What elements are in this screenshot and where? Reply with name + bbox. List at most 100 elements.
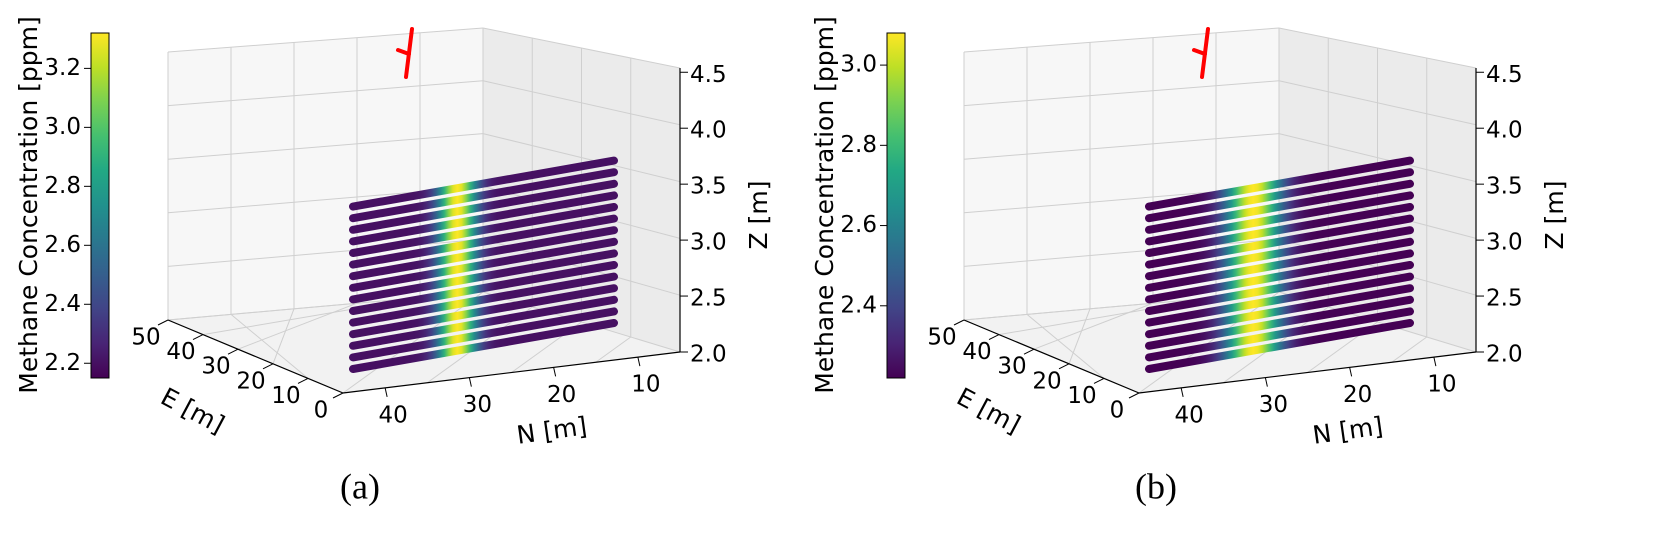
panel-caption: (a): [340, 466, 380, 506]
scan-row: [1145, 284, 1414, 339]
colorbar-tick-label: 3.0: [840, 52, 877, 78]
scan-row: [349, 179, 618, 234]
e-tick: [1128, 392, 1140, 399]
n-axis-label: N [m]: [515, 411, 589, 450]
e-axis-label: E [m]: [156, 382, 229, 439]
scan-row: [349, 226, 618, 281]
e-tick: [1023, 348, 1035, 355]
n-tick-label: 20: [547, 382, 576, 408]
e-tick: [227, 348, 239, 355]
z-tick-label: 4.0: [1486, 118, 1523, 144]
colorbar-tick-label: 2.8: [840, 132, 877, 158]
n-tick: [637, 357, 641, 367]
z-tick-label: 3.0: [690, 230, 727, 256]
e-tick-label: 30: [201, 354, 230, 380]
e-axis-line: [167, 319, 344, 394]
colorbar-tick-label: 2.2: [44, 350, 81, 376]
e-tick: [297, 377, 309, 384]
scan-row: [1145, 203, 1414, 257]
e-tick: [1058, 363, 1070, 370]
scan-row: [349, 272, 618, 327]
scan-rows: [349, 156, 618, 373]
scan-row: [349, 168, 618, 223]
grid-line: [963, 133, 1280, 160]
n-tick: [1264, 377, 1268, 387]
scan-row: [349, 319, 618, 373]
n-axis-label: N [m]: [1311, 411, 1385, 450]
colorbar-label: Methane Concentration [ppm]: [14, 16, 43, 394]
scan-row: [349, 156, 618, 211]
n-tick: [1180, 387, 1184, 397]
grid-line: [342, 291, 484, 394]
grid-line: [1033, 302, 1154, 350]
e-tick-label: 10: [271, 383, 300, 409]
z-tick-label: 3.0: [1486, 230, 1523, 256]
grid-line: [1138, 291, 1280, 394]
scan-row: [349, 284, 618, 339]
scan-row: [349, 295, 618, 350]
e-tick-label: 30: [997, 354, 1026, 380]
n-tick-label: 20: [1343, 382, 1372, 408]
e-tick: [988, 334, 1000, 341]
scan-row: [349, 261, 618, 315]
scan-row: [349, 203, 618, 257]
scan-row: [1145, 156, 1414, 211]
scan-row: [349, 249, 618, 304]
e-tick-label: 50: [927, 325, 956, 351]
scan-row: [1145, 168, 1414, 223]
source-marker-vane: [396, 48, 411, 56]
scan-row: [349, 214, 618, 269]
scan-row: [1145, 214, 1414, 269]
e-tick-label: 50: [131, 325, 160, 351]
colorbar-tick-label: 2.8: [44, 173, 81, 199]
e-tick-label: 40: [962, 339, 991, 365]
source-marker-vane: [1192, 48, 1207, 56]
z-tick-label: 2.5: [690, 286, 727, 312]
n-tick: [1433, 357, 1437, 367]
z-tick-label: 4.5: [690, 62, 727, 88]
n-tick-label: 40: [1174, 402, 1203, 428]
n-axis-line: [342, 351, 681, 394]
z-tick-label: 2.0: [690, 342, 727, 368]
e-tick-label: 0: [314, 398, 329, 424]
scan-row: [349, 191, 618, 246]
n-tick-label: 40: [378, 402, 407, 428]
colorbar-tick-label: 2.4: [840, 292, 877, 318]
e-tick-label: 10: [1067, 383, 1096, 409]
z-axis-label: Z [m]: [1540, 181, 1569, 250]
grid-line: [167, 238, 484, 267]
grid-line: [230, 314, 309, 379]
z-tick-label: 4.0: [690, 118, 727, 144]
z-tick-label: 4.5: [1486, 62, 1523, 88]
colorbar-label: Methane Concentration [ppm]: [810, 16, 839, 394]
colorbar-tick-label: 2.6: [840, 212, 877, 238]
n-tick: [384, 387, 388, 397]
colorbar-tick-label: 2.4: [44, 291, 81, 317]
e-tick: [192, 334, 204, 341]
grid-line: [167, 27, 484, 53]
z-axis-label: Z [m]: [744, 181, 773, 250]
n-tick: [1349, 367, 1353, 377]
e-tick: [157, 319, 169, 326]
scan-row: [349, 237, 618, 292]
grid-line: [963, 80, 1280, 107]
scan-rows: [1145, 156, 1414, 373]
e-axis-line: [963, 319, 1140, 394]
grid-line: [167, 133, 484, 160]
e-tick: [953, 319, 965, 326]
z-tick-label: 2.5: [1486, 286, 1523, 312]
scan-row: [1145, 319, 1414, 373]
grid-line: [963, 27, 1280, 53]
grid-line: [237, 302, 358, 350]
grid-line: [1026, 314, 1105, 379]
scan-row: [1145, 295, 1414, 350]
e-axis-label: E [m]: [952, 382, 1025, 439]
scan-row: [1145, 249, 1414, 304]
scan-row: [349, 307, 618, 362]
n-axis-line: [1138, 351, 1477, 394]
e-tick: [332, 392, 344, 399]
grid-line: [595, 336, 632, 363]
grid-line: [167, 80, 484, 107]
panel-caption: (b): [1135, 466, 1177, 506]
